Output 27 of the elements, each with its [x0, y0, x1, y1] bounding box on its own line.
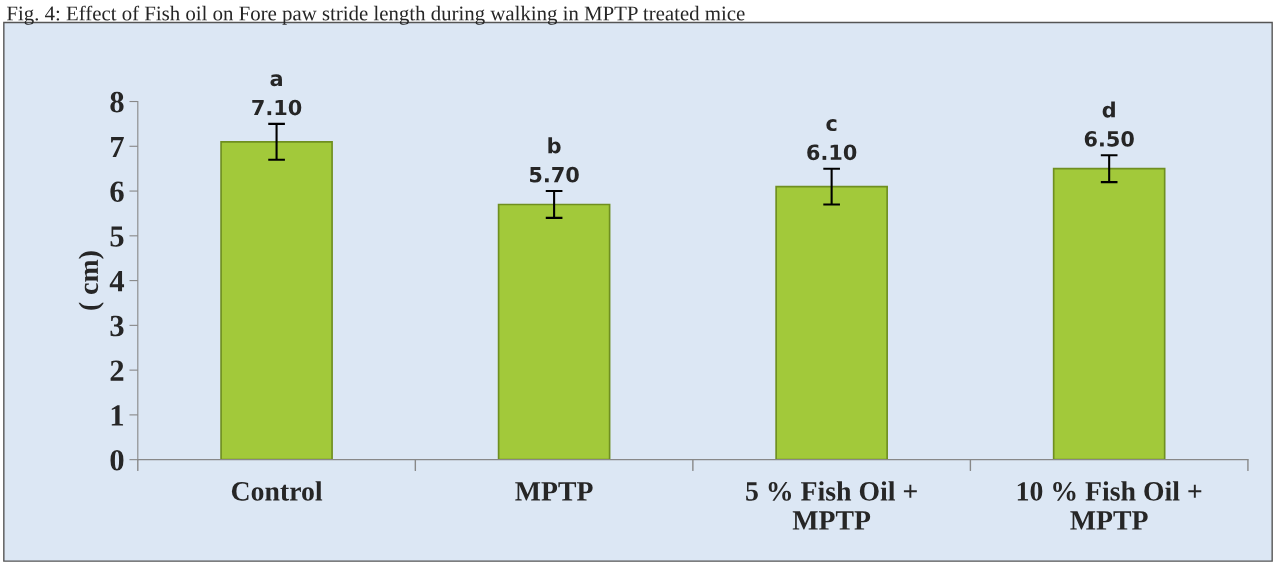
bar: [220, 140, 333, 460]
y-tick-label: 0: [110, 449, 124, 471]
y-tick-label: 7: [111, 136, 124, 157]
bar: [1052, 167, 1166, 460]
x-tick-label: MPTP: [515, 482, 593, 501]
y-tick-label: 3: [110, 315, 124, 337]
bar: [497, 203, 611, 460]
y-tick-label: 5: [110, 226, 124, 247]
annotation: d: [1102, 101, 1115, 118]
data-label: 5.70: [530, 166, 579, 183]
data-label: 7.10: [252, 99, 302, 116]
y-tick-label: 2: [110, 360, 124, 381]
annotation: a: [270, 74, 282, 87]
data-label: 6.10: [807, 144, 857, 161]
y-axis-title: ( cm): [78, 251, 104, 310]
y-tick-label: 6: [110, 181, 124, 202]
x-tick-label: 10 % Fish Oil + MPTP: [1017, 481, 1202, 530]
y-tick-label: 1: [111, 405, 124, 426]
annotation: c: [826, 119, 837, 132]
y-tick-label: 4: [109, 271, 125, 292]
bar: [775, 185, 888, 460]
chart-title: Fig. 4: Effect of Fish oil on Fore paw stride length during walking in MPTP treated mice: [6, 5, 745, 25]
x-tick-label: 5 % Fish Oil + MPTP: [746, 481, 917, 530]
data-label: 6.50: [1084, 130, 1134, 147]
annotation: b: [548, 137, 561, 154]
x-tick-label: Control: [231, 481, 323, 501]
y-tick-label: 8: [110, 91, 124, 113]
